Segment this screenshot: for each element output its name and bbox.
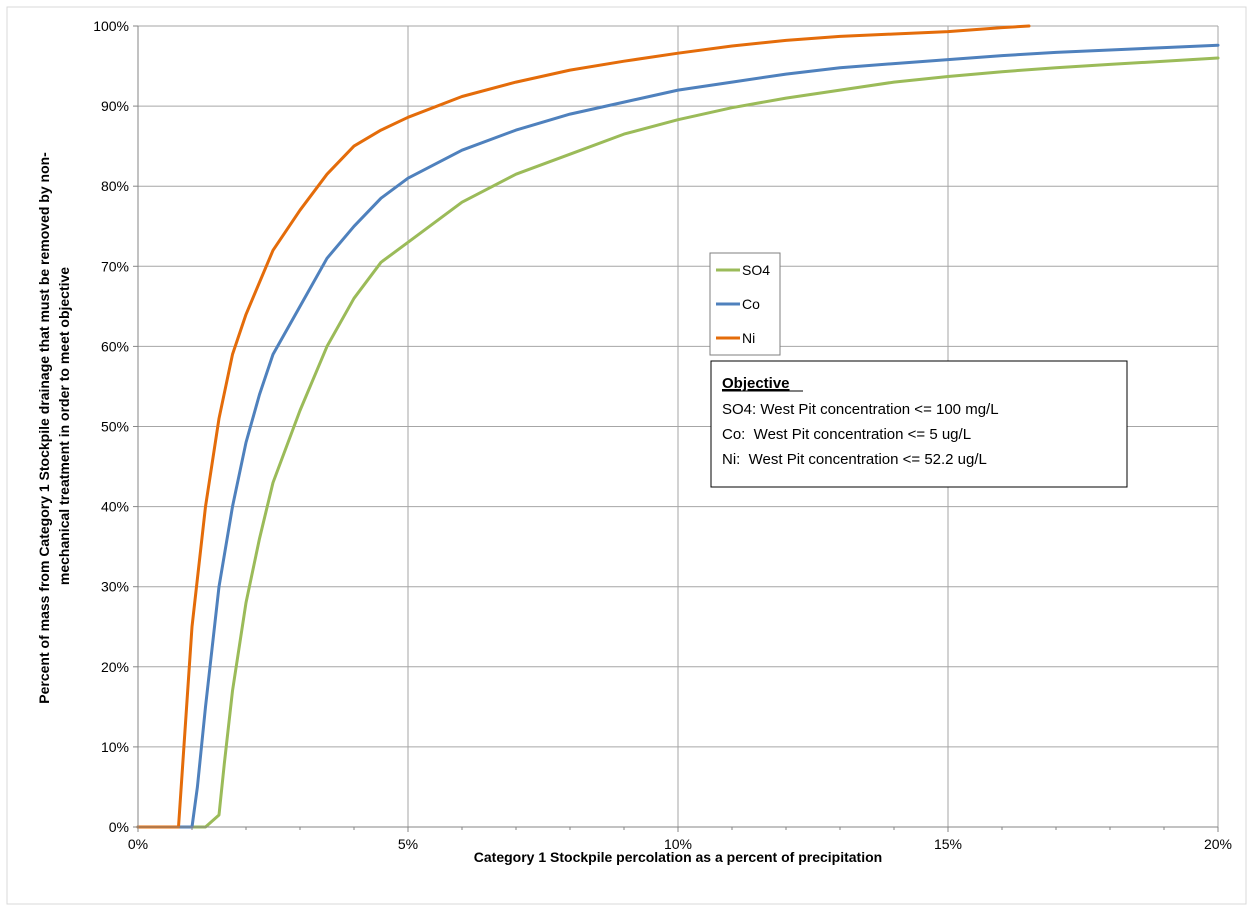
y-tick-label: 100% xyxy=(93,18,129,34)
objective-box xyxy=(710,360,1128,488)
y-axis-ticks: 0% 10% 20% 30% 40% 50% 60% 70% 80% 90% 100% xyxy=(93,18,129,835)
objective-line-co: Co: West Pit concentration <= 5 ug/L xyxy=(722,426,971,443)
legend-label-co: Co xyxy=(742,296,760,312)
y-tick-label: 30% xyxy=(101,579,129,595)
x-tick-label: 20% xyxy=(1204,836,1232,852)
x-axis-ticks: 0% 5% 10% 15% 20% xyxy=(128,836,1232,852)
objective-title: Objective xyxy=(722,375,790,392)
y-tick-label: 70% xyxy=(101,258,129,274)
series-line-so4 xyxy=(136,56,1220,829)
series-line-ni xyxy=(136,24,1031,829)
series-line-co xyxy=(136,43,1220,829)
x-tick-label: 0% xyxy=(128,836,148,852)
objective-annotation: Objective SO4: West Pit concentration <=… xyxy=(710,360,1128,488)
legend-label-so4: SO4 xyxy=(742,262,770,278)
y-tick-label: 10% xyxy=(101,739,129,755)
gridlines xyxy=(138,25,1219,827)
y-tick-label: 40% xyxy=(101,499,129,515)
x-tick-label: 10% xyxy=(664,836,692,852)
legend-label-ni: Ni xyxy=(742,330,755,346)
series-lines xyxy=(136,24,1220,829)
objective-line-ni: Ni: West Pit concentration <= 52.2 ug/L xyxy=(722,451,987,468)
y-tick-label: 90% xyxy=(101,98,129,114)
y-axis-title-line-1: Percent of mass from Category 1 Stockpil… xyxy=(36,152,52,704)
y-tick-label: 80% xyxy=(101,178,129,194)
objective-line-so4: SO4: West Pit concentration <= 100 mg/L xyxy=(722,401,999,418)
y-tick-label: 20% xyxy=(101,659,129,675)
y-axis-title: Percent of mass from Category 1 Stockpil… xyxy=(36,148,72,703)
y-axis-title-line-2: mechanical treatment in order to meet ob… xyxy=(56,267,72,585)
x-tick-label: 15% xyxy=(934,836,962,852)
legend: SO4 Co Ni xyxy=(709,252,781,356)
x-axis-title: Category 1 Stockpile percolation as a pe… xyxy=(474,849,882,865)
y-tick-label: 60% xyxy=(101,338,129,354)
y-tick-label: 50% xyxy=(101,419,129,435)
axes xyxy=(133,25,1219,832)
x-tick-label: 5% xyxy=(398,836,418,852)
y-tick-label: 0% xyxy=(109,819,129,835)
